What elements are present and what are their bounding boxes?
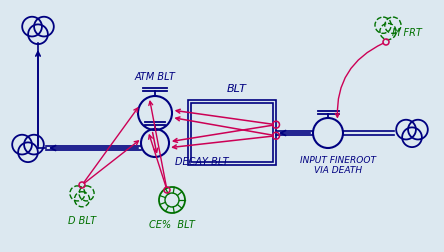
Text: CE%  BLT: CE% BLT <box>149 220 195 230</box>
Bar <box>188 100 276 165</box>
Text: BLT: BLT <box>226 84 246 94</box>
Text: ATM BLT: ATM BLT <box>135 72 175 82</box>
Text: INPUT FINEROOT
VIA DEATH: INPUT FINEROOT VIA DEATH <box>300 156 376 175</box>
Text: M FRT: M FRT <box>392 28 422 38</box>
Text: DECAY BLT: DECAY BLT <box>175 157 229 167</box>
Bar <box>191 103 273 162</box>
Text: D BLT: D BLT <box>68 216 96 226</box>
